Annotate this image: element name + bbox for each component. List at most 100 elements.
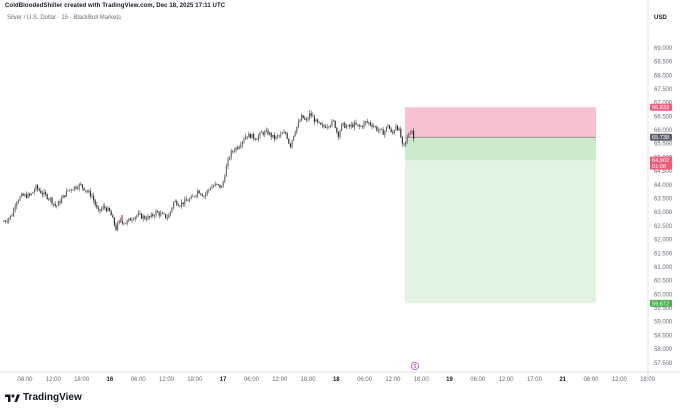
candle-body: [187, 200, 189, 202]
candle: [305, 117, 307, 123]
candle: [261, 130, 263, 133]
candle: [129, 217, 131, 221]
price-label: 66.833: [650, 103, 672, 111]
candle: [33, 187, 35, 195]
candle-body: [227, 159, 229, 167]
candle: [275, 135, 277, 141]
candle-body: [267, 130, 269, 135]
candle: [5, 219, 7, 224]
candle-body: [101, 208, 103, 211]
candle: [51, 196, 53, 206]
candle: [366, 118, 368, 124]
candle: [139, 210, 141, 215]
candle: [393, 129, 395, 135]
candle: [88, 189, 90, 194]
candle-body: [205, 193, 207, 197]
candle-body: [206, 190, 208, 194]
candle: [411, 130, 413, 135]
candle: [251, 133, 253, 139]
candle: [283, 129, 285, 134]
candle-body: [163, 213, 165, 214]
candle-body: [125, 223, 127, 225]
tradingview-logo-icon: [5, 394, 20, 402]
candle: [342, 122, 344, 127]
price-label-bg: [650, 133, 672, 141]
candle-body: [105, 207, 107, 212]
candle: [110, 209, 112, 216]
candle: [169, 210, 171, 217]
candle-body: [14, 206, 16, 210]
candle: [390, 127, 392, 133]
candle: [120, 217, 122, 224]
candle-body: [237, 147, 239, 149]
candle-body: [102, 206, 104, 209]
candle: [397, 125, 399, 132]
candle: [126, 219, 128, 226]
candle-body: [393, 130, 395, 134]
candle: [293, 135, 295, 141]
candle-body: [8, 218, 10, 222]
candle: [326, 124, 328, 130]
candle-body: [118, 220, 120, 224]
price-label: 65.738: [650, 133, 672, 141]
candle: [232, 149, 234, 154]
candle: [224, 173, 226, 184]
candle: [19, 195, 21, 202]
candle: [385, 126, 387, 133]
candle: [6, 218, 8, 224]
candle-body: [141, 213, 143, 219]
candle-body: [345, 126, 347, 128]
price-label-bg: [650, 156, 672, 170]
candle-body: [192, 196, 194, 198]
candle-body: [352, 124, 354, 128]
candle: [272, 134, 274, 138]
candle: [81, 184, 83, 191]
candle-body: [166, 217, 168, 219]
x-tick-label: 18:00: [640, 377, 656, 383]
y-tick-label: 60.000: [654, 292, 673, 298]
candle-body: [41, 193, 43, 195]
candle: [190, 194, 192, 200]
candle: [160, 210, 162, 217]
candle: [187, 198, 189, 202]
candle: [344, 121, 346, 129]
candle-body: [77, 188, 79, 189]
candle: [379, 128, 381, 134]
candle: [309, 110, 311, 121]
candle-body: [158, 212, 160, 216]
candle-body: [293, 135, 295, 141]
y-tick-label: 68.000: [654, 73, 673, 79]
candle-body: [46, 194, 48, 199]
y-tick-label: 68.500: [654, 60, 673, 66]
candle: [75, 185, 77, 190]
candle: [229, 156, 231, 161]
x-tick-label: 18:00: [74, 377, 90, 383]
candle-body: [238, 146, 240, 149]
candle: [29, 192, 31, 198]
candle-body: [259, 132, 261, 136]
candle-body: [117, 223, 119, 230]
candle-body: [261, 132, 263, 133]
candle-body: [165, 213, 167, 218]
candle-body: [29, 193, 31, 196]
candle-body: [173, 201, 175, 208]
candle: [294, 130, 296, 137]
candle: [243, 137, 245, 144]
candle-body: [208, 189, 210, 191]
candle-body: [301, 115, 303, 121]
candle-body: [357, 124, 359, 126]
y-tick-label: 59.500: [654, 306, 673, 312]
candle-body: [344, 122, 346, 128]
candle-body: [262, 132, 264, 135]
candle-body: [385, 126, 387, 132]
candle-body: [246, 136, 248, 138]
x-tick-label: 18:00: [414, 377, 430, 383]
tradingview-logo[interactable]: TradingView: [5, 392, 82, 403]
candle-body: [317, 119, 319, 122]
candle-body: [153, 215, 155, 217]
candle: [241, 140, 243, 149]
candle-body: [288, 138, 290, 144]
candle-body: [408, 134, 410, 137]
y-tick-label: 61.500: [654, 251, 673, 257]
